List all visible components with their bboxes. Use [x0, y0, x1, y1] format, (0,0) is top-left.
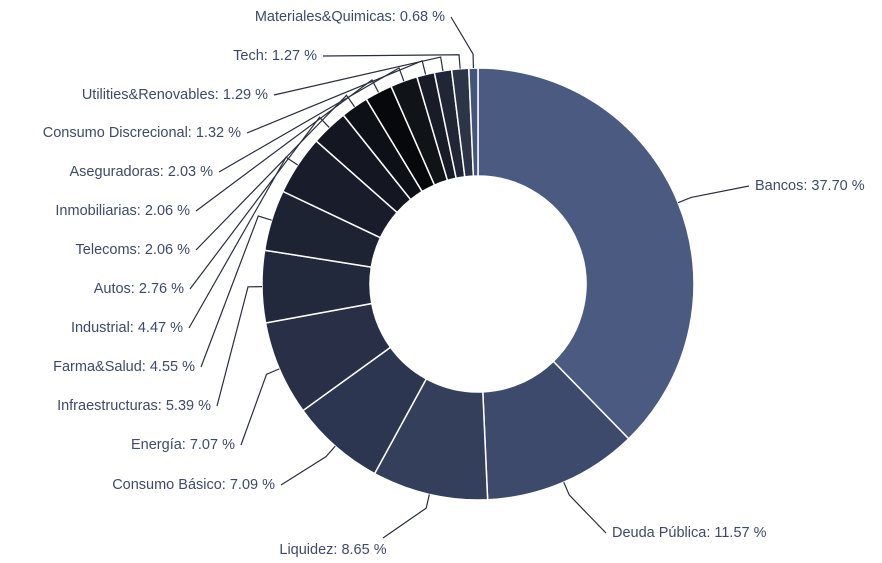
- leader-line: [216, 286, 263, 407]
- leader-line: [450, 16, 474, 69]
- slice-label: Inmobiliarias: 2.06 %: [55, 203, 190, 219]
- leader-line: [322, 54, 461, 69]
- slice-label: Industrial: 4.47 %: [71, 320, 183, 336]
- slice-label: Infraestructuras: 5.39 %: [57, 398, 211, 414]
- slice-label: Farma&Salud: 4.55 %: [53, 359, 195, 375]
- slice: [467, 67, 479, 177]
- slice-label: Consumo Discrecional: 1.32 %: [43, 125, 241, 141]
- leader-line: [382, 494, 430, 539]
- leader-line: [189, 116, 330, 290]
- slice-label: Deuda Pública: 11.57 %: [612, 525, 767, 541]
- leader-line: [195, 78, 379, 212]
- slice-label: Consumo Básico: 7.09 %: [112, 477, 275, 493]
- leader-line: [273, 56, 444, 96]
- leader-line: [200, 215, 272, 368]
- slice: [477, 67, 695, 440]
- slice-label: Tech: 1.27 %: [233, 48, 317, 64]
- slice-label: Liquidez: 8.65 %: [279, 542, 386, 558]
- slice-label: Energía: 7.07 %: [131, 437, 235, 453]
- slice-label: Autos: 2.76 %: [94, 281, 184, 297]
- slice-label: Telecoms: 2.06 %: [76, 242, 191, 258]
- slice-label: Utilities&Renovables: 1.29 %: [82, 87, 268, 103]
- leader-line: [677, 185, 750, 204]
- leader-line: [218, 67, 405, 173]
- leader-line: [195, 94, 356, 251]
- slice-label: Materiales&Quimicas: 0.68 %: [255, 9, 445, 25]
- leader-line: [563, 482, 607, 534]
- leader-line: [280, 445, 336, 486]
- slice-label: Aseguradoras: 2.03 %: [70, 164, 214, 180]
- leader-line: [240, 368, 280, 446]
- slice-label: Bancos: 37.70 %: [755, 178, 865, 194]
